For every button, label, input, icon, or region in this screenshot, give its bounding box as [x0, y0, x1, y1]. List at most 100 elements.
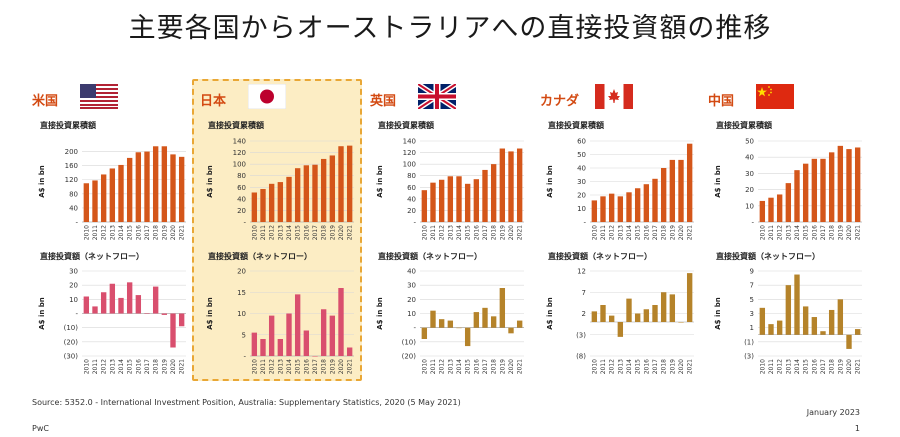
- bar: [329, 315, 336, 356]
- x-tick-label: 2011: [600, 225, 607, 240]
- x-tick-label: 2017: [482, 359, 489, 374]
- y-tick-label: 20: [745, 186, 754, 194]
- x-tick-label: 2020: [338, 225, 345, 240]
- y-tick-label: -: [75, 310, 78, 318]
- x-tick-label: 2018: [491, 225, 498, 240]
- x-tick-label: 2011: [600, 359, 607, 374]
- x-tick-label: 2017: [144, 359, 151, 374]
- bar: [144, 151, 150, 222]
- bar: [260, 189, 266, 222]
- y-tick-label: 30: [577, 178, 586, 186]
- bar: [170, 154, 176, 222]
- country-name: カナダ: [540, 94, 580, 109]
- x-tick-label: 2019: [161, 359, 168, 374]
- y-tick-label: 20: [577, 192, 586, 200]
- x-tick-label: 2015: [635, 225, 642, 240]
- y-tick-label: -: [243, 353, 246, 361]
- y-axis-label: A$ in bn: [546, 165, 554, 198]
- bar: [617, 322, 624, 337]
- bar: [802, 306, 809, 335]
- bar: [421, 327, 428, 339]
- x-tick-label: 2021: [347, 225, 354, 240]
- x-tick-label: 2012: [777, 359, 784, 374]
- country-name: 米国: [32, 94, 59, 109]
- country-name: 日本: [200, 94, 227, 109]
- bar: [776, 194, 783, 222]
- bar: [482, 307, 488, 328]
- x-tick-label: 2021: [687, 359, 694, 374]
- y-axis-label: A$ in bn: [714, 297, 722, 330]
- y-tick-label: 100: [233, 161, 246, 169]
- x-tick-label: 2019: [837, 225, 844, 240]
- x-tick-label: 2021: [855, 225, 862, 240]
- bar: [669, 294, 676, 322]
- bar: [109, 168, 116, 222]
- y-tick-label: 60: [407, 184, 416, 192]
- country-name: 英国: [370, 94, 397, 109]
- y-tick-label: 120: [233, 149, 246, 157]
- bar: [83, 296, 90, 314]
- bar: [178, 156, 185, 222]
- bar: [482, 169, 488, 222]
- x-tick-label: 2014: [118, 359, 125, 374]
- bar: [135, 295, 142, 314]
- bar: [802, 163, 809, 222]
- x-tick-label: 2016: [473, 359, 480, 374]
- report-date: January 2023: [806, 408, 860, 417]
- x-tick-label: 2015: [465, 225, 472, 240]
- bar: [828, 152, 835, 222]
- y-tick-label: -: [583, 219, 586, 227]
- y-tick-label: 20: [237, 268, 246, 276]
- bar: [268, 315, 275, 356]
- y-tick-label: 20: [407, 207, 416, 215]
- x-tick-label: 2016: [811, 359, 818, 374]
- bar: [660, 292, 667, 322]
- x-tick-label: 2016: [303, 359, 310, 374]
- x-tick-label: 2010: [591, 225, 598, 240]
- bar: [678, 159, 684, 222]
- bar: [776, 320, 783, 335]
- y-tick-label: (10): [64, 324, 79, 332]
- bar: [83, 183, 90, 222]
- x-tick-label: 2013: [277, 359, 284, 374]
- bar: [846, 334, 852, 349]
- x-tick-label: 2010: [83, 359, 90, 374]
- x-tick-label: 2013: [447, 359, 454, 374]
- x-tick-label: 2012: [439, 225, 446, 240]
- y-tick-label: 12: [577, 268, 586, 276]
- bar: [516, 148, 523, 222]
- y-axis-label: A$ in bn: [38, 297, 46, 330]
- y-tick-label: 40: [745, 154, 754, 162]
- y-tick-label: 10: [745, 202, 754, 210]
- x-tick-label: 2016: [303, 225, 310, 240]
- flow-chart-title: 直接投資額（ネットフロー）: [378, 252, 482, 261]
- bar: [473, 179, 480, 222]
- x-tick-label: 2012: [609, 359, 616, 374]
- x-tick-label: 2014: [456, 359, 463, 374]
- bar: [660, 168, 667, 222]
- bar: [686, 273, 693, 322]
- bar: [854, 147, 861, 222]
- y-tick-label: 10: [407, 310, 416, 318]
- y-tick-label: 50: [745, 138, 754, 146]
- x-tick-label: 2012: [101, 225, 108, 240]
- bar: [794, 170, 800, 222]
- bar: [456, 176, 462, 222]
- x-tick-label: 2016: [135, 225, 142, 240]
- bar: [820, 158, 826, 222]
- bar: [617, 196, 624, 222]
- country-panel-china: 中国 直接投資累積額 A$ in bn -10 20 30 40 50 2010 2011 20…: [708, 80, 878, 380]
- bar: [600, 305, 606, 322]
- y-tick-label: (20): [64, 338, 79, 346]
- x-tick-label: 2019: [329, 359, 336, 374]
- x-tick-label: 2010: [759, 359, 766, 374]
- stock-chart-title: 直接投資累積額: [378, 121, 434, 130]
- y-tick-label: (8): [576, 353, 586, 361]
- y-axis-label: A$ in bn: [714, 165, 722, 198]
- x-tick-label: 2015: [127, 359, 134, 374]
- y-tick-label: 100: [403, 161, 416, 169]
- x-tick-label: 2014: [456, 225, 463, 240]
